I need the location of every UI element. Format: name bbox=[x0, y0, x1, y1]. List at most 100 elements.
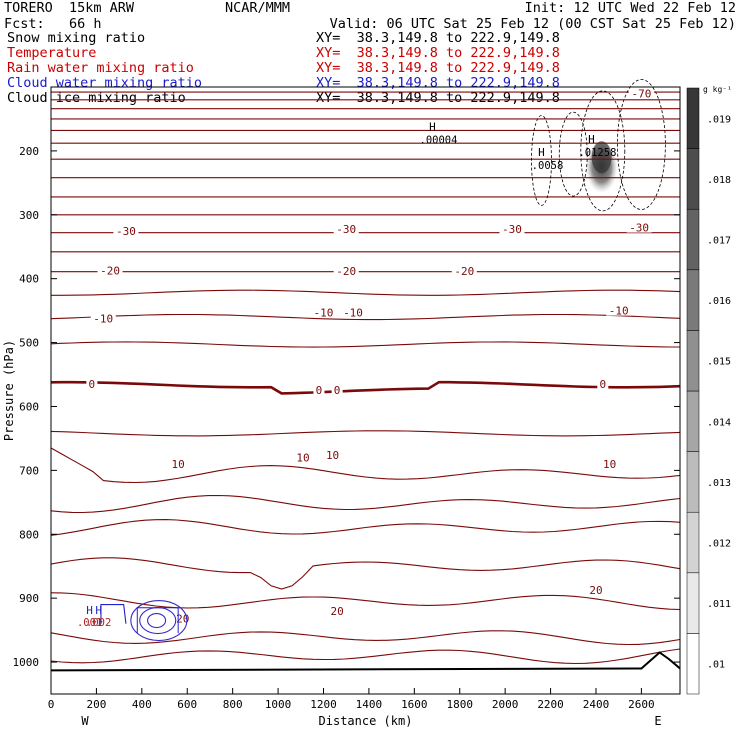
colorbar-cell bbox=[686, 633, 700, 695]
x-tick-label: 0 bbox=[48, 698, 55, 711]
snow-max-value: .00004 bbox=[420, 134, 458, 146]
colorbar-tick-label: .014 bbox=[707, 417, 731, 428]
snow-contour bbox=[616, 79, 666, 210]
cloud-water-max-value: .001 bbox=[77, 617, 102, 629]
x-tick-label: 1800 bbox=[446, 698, 473, 711]
contour-label-bg bbox=[628, 86, 654, 99]
temperature-contour bbox=[50, 557, 681, 590]
y-tick-label: 900 bbox=[19, 592, 39, 605]
y-axis-label: Pressure (hPa) bbox=[2, 340, 16, 441]
colorbar-cell bbox=[686, 148, 700, 210]
colorbar-cell bbox=[686, 390, 700, 452]
temperature-contour bbox=[50, 380, 681, 395]
colorbar-cell bbox=[686, 511, 700, 574]
contour-label-bg bbox=[333, 264, 359, 277]
temperature-contour bbox=[50, 648, 681, 665]
x-tick-label: 2600 bbox=[628, 698, 655, 711]
cloud-water-max-marker: H bbox=[86, 604, 93, 617]
contour-label-bg bbox=[97, 263, 123, 276]
colorbar-cell bbox=[686, 451, 700, 513]
temperature-contour-label: -70 bbox=[631, 87, 651, 100]
x-tick-label: 2400 bbox=[583, 698, 610, 711]
temperature-contour-label: 20 bbox=[589, 584, 602, 597]
cloud-water-max-marker: H bbox=[95, 604, 102, 617]
colorbar-tick-label: .011 bbox=[707, 599, 731, 610]
contour-label-bg bbox=[597, 377, 609, 390]
contour-label-bg bbox=[586, 582, 605, 595]
contour-label-bg bbox=[340, 305, 366, 318]
model-title: TORERO 15km ARW bbox=[4, 0, 135, 16]
cloud-water-contour bbox=[100, 603, 127, 624]
field-label: Cloud ice mixing ratio bbox=[7, 90, 186, 106]
snow-max-marker: H bbox=[429, 120, 436, 133]
center-title: NCAR/MMM bbox=[225, 0, 291, 16]
colorbar-cell bbox=[686, 87, 700, 149]
contour-label-bg bbox=[113, 223, 139, 236]
colorbar-cell bbox=[686, 330, 700, 392]
colorbar-tick-label: .019 bbox=[707, 114, 731, 125]
contour-label-bg bbox=[313, 382, 325, 395]
colorbar-tick-label: .013 bbox=[707, 478, 731, 489]
contour-label-bg bbox=[90, 311, 116, 324]
snow-contour bbox=[580, 90, 626, 212]
snow-contour bbox=[531, 115, 552, 206]
contour-label-bg bbox=[451, 264, 477, 277]
colorbar-tick-label: .01 bbox=[707, 660, 725, 671]
temperature-contour-label: -10 bbox=[93, 312, 113, 325]
field-label: Temperature bbox=[7, 45, 97, 61]
x-tick-label: 2000 bbox=[492, 698, 519, 711]
field-xy: XY= 38.3,149.8 to 222.9,149.8 bbox=[316, 30, 560, 46]
contour-label-bg bbox=[499, 221, 525, 234]
temperature-contour-label: 10 bbox=[296, 452, 309, 465]
contour-label-bg bbox=[331, 382, 343, 395]
contour-label-bg bbox=[606, 303, 632, 316]
temperature-contour bbox=[50, 630, 681, 646]
temperature-contour-label: -10 bbox=[609, 305, 629, 318]
temperature-contour bbox=[50, 313, 681, 321]
field-label: Rain water mixing ratio bbox=[7, 60, 194, 76]
temperature-contour bbox=[50, 430, 681, 437]
contour-label-bg bbox=[294, 450, 313, 463]
y-tick-label: 1000 bbox=[13, 656, 40, 669]
temperature-contour-label: -30 bbox=[502, 223, 522, 236]
y-tick-label: 600 bbox=[19, 400, 39, 413]
terrain-line bbox=[50, 651, 681, 672]
x-tick-label: 1000 bbox=[265, 698, 292, 711]
field-xy: XY= 38.3,149.8 to 222.9,149.8 bbox=[316, 45, 560, 61]
contour-label-bg bbox=[626, 220, 652, 233]
x-tick-label: 400 bbox=[132, 698, 152, 711]
field-xy: XY= 38.3,149.8 to 222.9,149.8 bbox=[316, 60, 560, 76]
temperature-contour-label: -20 bbox=[454, 265, 474, 278]
field-xy: XY= 38.3,149.8 to 222.9,149.8 bbox=[316, 90, 560, 106]
colorbar-tick-label: .015 bbox=[707, 357, 731, 368]
cloud-water-contour bbox=[130, 599, 188, 642]
snow-shading-core bbox=[591, 141, 612, 174]
colorbar-tick-label: .016 bbox=[707, 296, 731, 307]
x-tick-label: 1600 bbox=[401, 698, 428, 711]
west-label: W bbox=[81, 714, 89, 728]
y-tick-label: 700 bbox=[19, 464, 39, 477]
colorbar-unit: g kg⁻¹ bbox=[703, 85, 732, 94]
x-tick-label: 1400 bbox=[356, 698, 383, 711]
temperature-contour-label: -10 bbox=[314, 307, 334, 320]
snow-max-value: .0058 bbox=[532, 160, 564, 172]
contour-label-bg bbox=[328, 603, 347, 616]
temperature-contour-label: 0 bbox=[334, 384, 341, 397]
colorbar-tick-label: .012 bbox=[707, 539, 731, 550]
colorbar-cell bbox=[686, 269, 700, 331]
colorbar-tick-label: .017 bbox=[707, 236, 731, 247]
field-label: Snow mixing ratio bbox=[7, 30, 146, 46]
temperature-contour-label: -30 bbox=[336, 223, 356, 236]
snow-max-value: .01258 bbox=[578, 147, 616, 159]
snow-contour bbox=[558, 111, 588, 197]
valid-time: Valid: 06 UTC Sat 25 Feb 12 (00 CST Sat … bbox=[329, 16, 736, 32]
x-tick-label: 1200 bbox=[310, 698, 337, 711]
y-tick-label: 400 bbox=[19, 273, 39, 286]
contour-label-bg bbox=[310, 305, 336, 318]
contour-label-bg bbox=[86, 377, 98, 390]
temperature-contour-label: 20 bbox=[330, 605, 343, 618]
contour-label-bg bbox=[323, 448, 342, 461]
cloud-water-contour bbox=[139, 606, 177, 635]
x-tick-label: 200 bbox=[86, 698, 106, 711]
y-tick-label: 800 bbox=[19, 528, 39, 541]
